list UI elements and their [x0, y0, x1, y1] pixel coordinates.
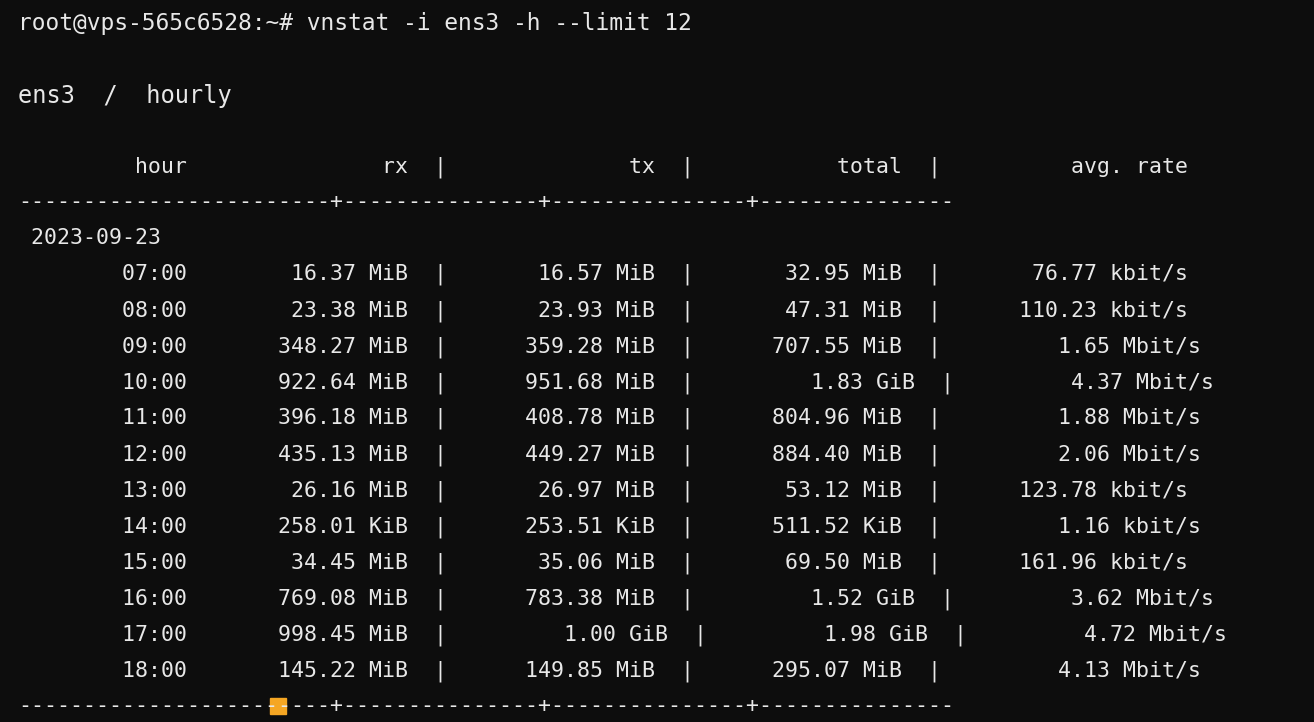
Text: 09:00       348.27 MiB  |      359.28 MiB  |      707.55 MiB  |         1.65 Mbi: 09:00 348.27 MiB | 359.28 MiB | 707.55 M… [18, 336, 1201, 357]
Text: ------------------------+---------------+---------------+---------------: ------------------------+---------------… [18, 696, 954, 716]
Text: root@vps-565c6528:~# vnstat -i ens3 -h --limit 12: root@vps-565c6528:~# vnstat -i ens3 -h -… [18, 12, 691, 35]
Text: 16:00       769.08 MiB  |      783.38 MiB  |         1.52 GiB  |         3.62 Mb: 16:00 769.08 MiB | 783.38 MiB | 1.52 GiB… [18, 588, 1214, 609]
Text: 17:00       998.45 MiB  |         1.00 GiB  |         1.98 GiB  |         4.72 M: 17:00 998.45 MiB | 1.00 GiB | 1.98 GiB |… [18, 624, 1227, 645]
Text: 11:00       396.18 MiB  |      408.78 MiB  |      804.96 MiB  |         1.88 Mbi: 11:00 396.18 MiB | 408.78 MiB | 804.96 M… [18, 408, 1201, 430]
Text: ------------------------+---------------+---------------+---------------: ------------------------+---------------… [18, 192, 954, 212]
Bar [269, 698, 286, 714]
Text: 07:00        16.37 MiB  |       16.57 MiB  |       32.95 MiB  |       76.77 kbit: 07:00 16.37 MiB | 16.57 MiB | 32.95 MiB … [18, 264, 1188, 285]
Text: hour               rx  |              tx  |           total  |          avg. rat: hour rx | tx | total | avg. rat [18, 156, 1188, 178]
Text: ens3  /  hourly: ens3 / hourly [18, 84, 231, 108]
Text: 18:00       145.22 MiB  |      149.85 MiB  |      295.07 MiB  |         4.13 Mbi: 18:00 145.22 MiB | 149.85 MiB | 295.07 M… [18, 660, 1201, 682]
Text: 2023-09-23: 2023-09-23 [18, 228, 162, 248]
Text: 13:00        26.16 MiB  |       26.97 MiB  |       53.12 MiB  |      123.78 kbit: 13:00 26.16 MiB | 26.97 MiB | 53.12 MiB … [18, 480, 1188, 502]
Text: 10:00       922.64 MiB  |      951.68 MiB  |         1.83 GiB  |         4.37 Mb: 10:00 922.64 MiB | 951.68 MiB | 1.83 GiB… [18, 372, 1214, 393]
Text: 14:00       258.01 KiB  |      253.51 KiB  |      511.52 KiB  |         1.16 kbi: 14:00 258.01 KiB | 253.51 KiB | 511.52 K… [18, 516, 1201, 537]
Text: 12:00       435.13 MiB  |      449.27 MiB  |      884.40 MiB  |         2.06 Mbi: 12:00 435.13 MiB | 449.27 MiB | 884.40 M… [18, 444, 1201, 466]
Text: 08:00        23.38 MiB  |       23.93 MiB  |       47.31 MiB  |      110.23 kbit: 08:00 23.38 MiB | 23.93 MiB | 47.31 MiB … [18, 300, 1188, 321]
Text: 15:00        34.45 MiB  |       35.06 MiB  |       69.50 MiB  |      161.96 kbit: 15:00 34.45 MiB | 35.06 MiB | 69.50 MiB … [18, 552, 1188, 573]
